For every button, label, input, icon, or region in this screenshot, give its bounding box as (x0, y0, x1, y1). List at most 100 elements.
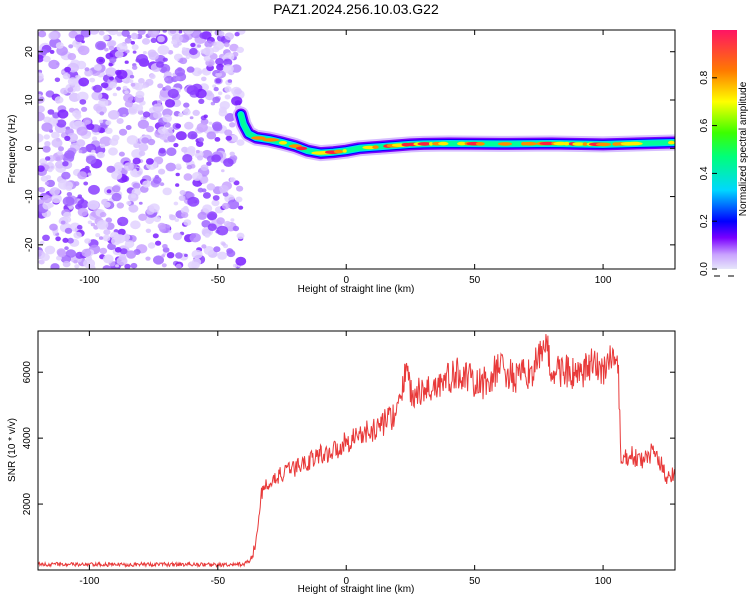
noise-blob (136, 54, 148, 64)
noise-blob (189, 47, 198, 56)
noise-blob (189, 233, 201, 243)
noise-blob (76, 91, 89, 102)
noise-blob (68, 44, 74, 49)
noise-blob (47, 168, 53, 173)
noise-blob (231, 64, 242, 73)
noise-blob (130, 33, 139, 40)
noise-blob (219, 185, 229, 193)
noise-blob (218, 91, 223, 96)
noise-blob (203, 46, 215, 56)
noise-blob (216, 217, 225, 225)
noise-blob (175, 172, 180, 177)
noise-blob (227, 79, 233, 83)
noise-blob (162, 114, 172, 123)
noise-blob (84, 67, 90, 72)
noise-blob (174, 67, 186, 77)
noise-blob (167, 135, 176, 143)
noise-blob (102, 254, 114, 264)
noise-blob (52, 119, 59, 125)
noise-blob (175, 252, 183, 259)
noise-blob (149, 73, 156, 80)
noise-blob (230, 135, 239, 142)
x-tick-label: 100 (595, 275, 612, 286)
ridge-core (333, 149, 344, 154)
noise-blob (49, 187, 61, 196)
noise-blob (217, 251, 228, 260)
noise-blob (44, 181, 49, 186)
noise-blob (145, 228, 152, 233)
noise-blob (202, 192, 211, 199)
noise-blob (189, 116, 194, 120)
noise-blob (42, 55, 51, 63)
noise-blob (109, 57, 117, 63)
noise-blob (38, 54, 44, 63)
noise-blob (169, 214, 177, 221)
noise-blob (51, 138, 63, 148)
noise-blob (86, 123, 95, 130)
noise-blob (112, 134, 120, 142)
noise-blob (161, 254, 166, 258)
noise-blob (132, 168, 137, 173)
noise-blob (98, 236, 104, 240)
noise-blob (192, 258, 202, 266)
ridge-core (475, 142, 485, 146)
noise-blob (50, 165, 54, 169)
noise-blob (131, 149, 143, 159)
ridge-core (262, 138, 280, 142)
noise-blob (192, 109, 200, 116)
noise-blob (64, 135, 71, 141)
noise-blob (197, 211, 207, 220)
noise-blob (124, 37, 132, 44)
noise-blob (158, 168, 166, 175)
spectrogram-x-ticks: -100 -50 0 50 100 (79, 30, 612, 286)
noise-blob (58, 146, 64, 152)
noise-blob (153, 216, 161, 223)
noise-blob (229, 177, 236, 183)
noise-blob (192, 178, 203, 187)
noise-blob (221, 202, 230, 210)
noise-blob (197, 187, 204, 193)
noise-blob (54, 96, 64, 104)
noise-blob (175, 123, 182, 129)
noise-blob (156, 100, 162, 105)
noise-blob (55, 160, 65, 169)
x-tick-label: 0 (343, 576, 349, 587)
x-tick-label: 0 (343, 275, 349, 286)
noise-blob (165, 162, 177, 172)
ridge-core (596, 142, 612, 147)
noise-blob (38, 133, 44, 143)
ridge-core (563, 141, 570, 146)
noise-blob (216, 225, 229, 236)
noise-blob (224, 86, 232, 93)
noise-blob (65, 249, 77, 258)
noise-blob (223, 58, 233, 67)
noise-blob (67, 237, 74, 244)
noise-blob (83, 181, 89, 186)
noise-blob (48, 59, 60, 70)
noise-blob (233, 180, 240, 186)
noise-blob (145, 256, 151, 261)
noise-blob (40, 253, 50, 262)
noise-blob (223, 220, 231, 227)
noise-blob (232, 263, 238, 268)
noise-blob (114, 247, 122, 253)
noise-blob (40, 48, 48, 56)
noise-blob (66, 192, 73, 197)
noise-blob (156, 61, 164, 68)
noise-blob (122, 78, 127, 82)
noise-blob (98, 30, 105, 36)
noise-blob (215, 78, 222, 84)
noise-blob (213, 246, 221, 253)
noise-blob (64, 66, 71, 73)
noise-region (38, 30, 247, 269)
noise-blob (191, 249, 203, 259)
noise-blob (169, 110, 173, 114)
noise-blob (161, 263, 167, 268)
noise-blob (162, 187, 172, 196)
noise-blob (203, 246, 215, 255)
noise-blob (108, 45, 115, 51)
noise-blob (61, 171, 71, 180)
noise-blob (187, 196, 200, 207)
noise-blob (138, 150, 146, 157)
noise-blob (187, 131, 198, 140)
